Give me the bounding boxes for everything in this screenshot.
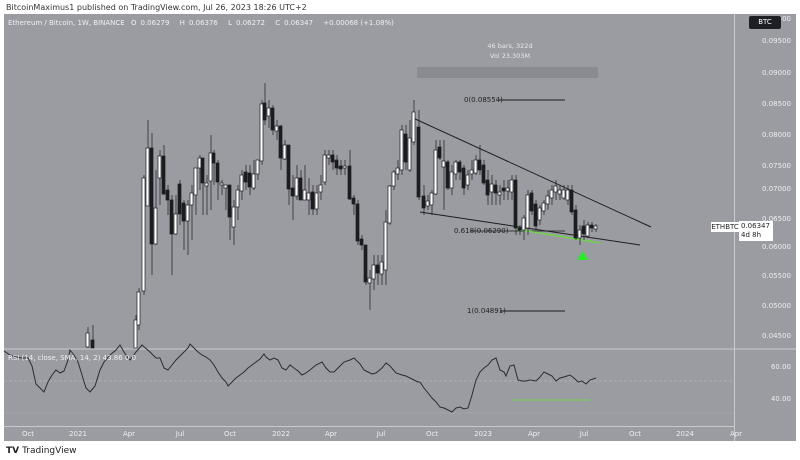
- currency-badge[interactable]: BTC: [749, 16, 781, 29]
- time-tick: Oct: [223, 430, 237, 438]
- price-tick: 0.06500: [762, 215, 791, 223]
- time-tick: 2022: [272, 430, 290, 438]
- tradingview-brand[interactable]: TV TradingView: [6, 446, 77, 456]
- measure-volume: Vol 23.303M: [489, 52, 531, 60]
- time-tick: 2021: [69, 430, 87, 438]
- brand-name: TradingView: [22, 446, 77, 456]
- time-tick: Jul: [175, 430, 185, 438]
- price-tick: 0.05500: [762, 272, 791, 280]
- bar-countdown: 4d 8h: [741, 231, 762, 239]
- time-tick: Oct: [21, 430, 35, 438]
- price-tick: 0.09500: [762, 37, 791, 45]
- last-price-label: 0.06347 4d 8h: [739, 221, 773, 241]
- time-tick: Apr: [729, 430, 743, 438]
- time-tick: Apr: [122, 430, 136, 438]
- tradingview-logo-icon: TV: [6, 446, 20, 456]
- arrow-up-icon: [576, 251, 588, 260]
- time-tick: Jul: [376, 430, 386, 438]
- price-tick: 0.04500: [762, 332, 791, 340]
- time-tick: Apr: [324, 430, 338, 438]
- change-value: +0.00068 (+1.08%): [323, 19, 394, 27]
- chart-area[interactable]: [4, 14, 796, 441]
- rsi-tick: 60.00: [770, 363, 791, 371]
- measure-box: [417, 67, 598, 78]
- publisher-line: BitcoinMaximus1 published on TradingView…: [6, 3, 307, 12]
- time-tick: Apr: [527, 430, 541, 438]
- high-value: H 0.06376: [179, 19, 218, 27]
- price-tick: 0.06000: [762, 243, 791, 251]
- measure-bars: 46 bars, 322d: [487, 42, 533, 50]
- price-tick: 0.09000: [762, 69, 791, 77]
- time-tick: Oct: [628, 430, 642, 438]
- fib-level-0: 0(0.08554): [464, 96, 503, 104]
- fib-level-0618: 0.618(0.06290): [454, 227, 509, 235]
- symbol-name: Ethereum / Bitcoin, 1W, BINANCE: [8, 19, 125, 27]
- price-tick: 0.05000: [762, 302, 791, 310]
- rsi-tick: 40.00: [770, 395, 791, 403]
- time-tick: Oct: [425, 430, 439, 438]
- rsi-legend: RSI (14, close, SMA, 14, 2) 43.86 0 0: [8, 354, 137, 362]
- open-value: O 0.06279: [130, 19, 170, 27]
- symbol-legend: Ethereum / Bitcoin, 1W, BINANCE O 0.06279…: [8, 19, 398, 27]
- symbol-tag: ETHBTC: [711, 222, 739, 232]
- low-value: L 0.06272: [228, 19, 265, 27]
- time-tick: 2024: [676, 430, 694, 438]
- price-tick: 0.08000: [762, 131, 791, 139]
- close-value: C 0.06347: [275, 19, 314, 27]
- time-axis[interactable]: Oct 2021 Apr Jul Oct 2022 Apr Jul Oct 20…: [4, 426, 742, 442]
- time-tick: Jul: [579, 430, 589, 438]
- price-tick: 0.07000: [762, 185, 791, 193]
- price-tick: 0.08500: [762, 100, 791, 108]
- fib-level-1: 1(0.04891): [467, 307, 506, 315]
- price-tick: 0.07500: [762, 162, 791, 170]
- time-tick: 2023: [474, 430, 492, 438]
- rsi-value: 43.86: [102, 354, 123, 362]
